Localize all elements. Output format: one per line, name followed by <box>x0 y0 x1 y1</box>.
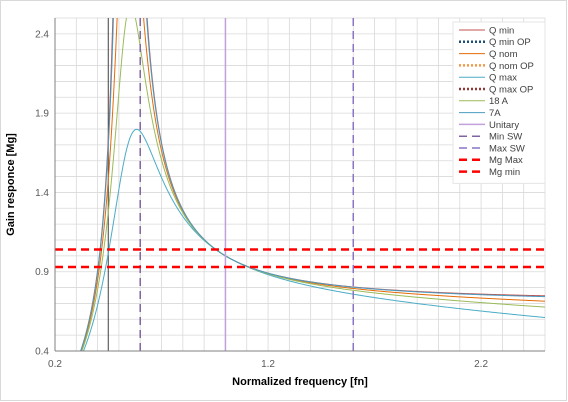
legend-label: Unitary <box>489 120 519 131</box>
legend-label: Mg min <box>489 167 520 178</box>
series-7a <box>80 18 545 351</box>
y-tick-label: 0.4 <box>35 347 49 358</box>
axes: 0.2 1.2 2.2 0.4 0.9 1.4 1.9 2.4 <box>35 18 545 370</box>
x-axis-title: Normalized frequency [fn] <box>232 376 368 388</box>
legend-label: Q max <box>489 73 517 84</box>
legend-label: Q min OP <box>489 37 531 48</box>
legend-label: Mg Max <box>489 155 523 166</box>
legend-label: Q min <box>489 25 514 36</box>
legend-label: Max SW <box>489 143 525 154</box>
x-tick-label: 2.2 <box>474 359 488 370</box>
x-tick-label: 0.2 <box>48 359 62 370</box>
series-q-max <box>82 128 545 351</box>
legend-label: Q max OP <box>489 84 533 95</box>
series-q-nom <box>80 18 545 351</box>
grid <box>54 17 546 352</box>
y-tick-label: 1.4 <box>35 188 49 199</box>
plot-area <box>55 18 545 351</box>
legend-box <box>452 21 546 184</box>
y-tick-label: 2.4 <box>35 29 49 40</box>
legend-label: Q nom <box>489 49 518 60</box>
y-tick-label: 1.9 <box>35 109 49 120</box>
legend-label: 18 A <box>489 96 509 107</box>
legend-label: 7A <box>489 108 501 119</box>
x-tick-label: 1.2 <box>261 359 275 370</box>
series-18-a <box>81 18 545 351</box>
legend-label: Q nom OP <box>489 61 534 72</box>
legend-label: Min SW <box>489 132 522 143</box>
y-axis-title: Gain responce [Mg] <box>5 133 17 236</box>
y-tick-label: 0.9 <box>35 267 49 278</box>
